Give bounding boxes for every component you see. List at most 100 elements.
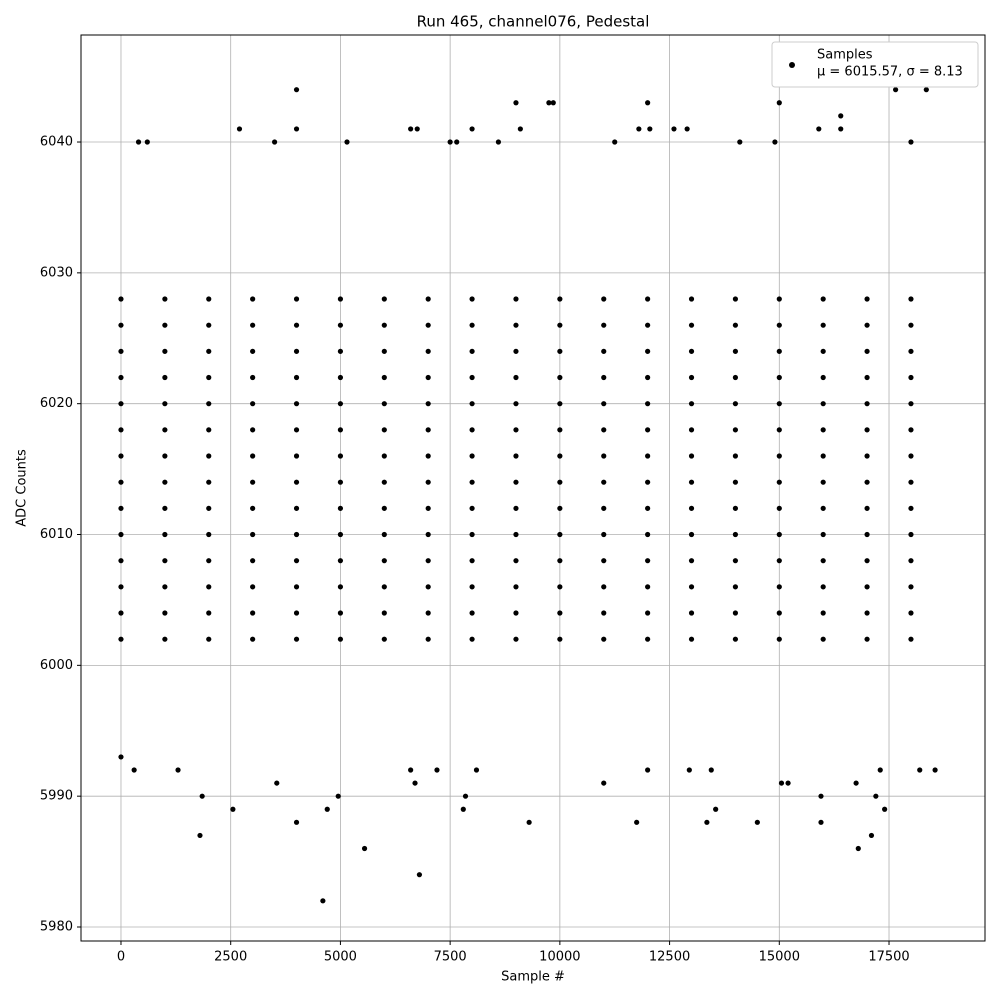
point [601, 558, 607, 564]
point [864, 374, 870, 381]
point [293, 427, 300, 433]
point [447, 139, 453, 145]
point [293, 126, 300, 132]
point [864, 296, 870, 302]
y-tick-label: 6010 [40, 527, 73, 542]
point [645, 531, 651, 538]
chart-title: Run 465, channel076, Pedestal [417, 13, 650, 31]
point [908, 427, 914, 433]
point [162, 584, 168, 590]
point [118, 610, 124, 616]
point [118, 427, 124, 433]
point [513, 531, 519, 538]
point [601, 348, 607, 354]
point [688, 584, 695, 590]
point [250, 348, 256, 354]
point [118, 479, 124, 485]
point [645, 453, 651, 459]
y-tick-label: 6000 [40, 658, 73, 673]
point [425, 636, 431, 642]
point [908, 322, 914, 328]
point [838, 113, 844, 119]
x-tick-label: 5000 [324, 950, 357, 965]
point [293, 453, 300, 459]
point [162, 374, 168, 381]
point [513, 610, 519, 616]
point [732, 531, 739, 538]
point [473, 767, 480, 773]
point [469, 374, 475, 381]
point [513, 401, 519, 407]
point [293, 401, 300, 407]
point [337, 531, 344, 538]
point [162, 610, 168, 616]
point [381, 505, 387, 511]
point [820, 505, 826, 511]
point [469, 126, 475, 132]
point [197, 832, 203, 839]
point [776, 374, 782, 381]
point [820, 453, 826, 459]
point [908, 296, 914, 302]
point [647, 126, 653, 132]
point [381, 374, 387, 381]
point [337, 636, 344, 642]
point [688, 348, 695, 354]
point [469, 636, 475, 642]
point [601, 584, 607, 590]
point [645, 348, 651, 354]
point [732, 453, 739, 459]
point [557, 453, 563, 459]
point [864, 531, 870, 538]
point [517, 126, 523, 132]
point [785, 780, 791, 786]
point [162, 427, 168, 433]
point [469, 505, 475, 511]
point [118, 322, 124, 328]
y-tick-label: 6040 [40, 135, 73, 150]
point [732, 479, 739, 485]
point [776, 610, 782, 616]
point [469, 401, 475, 407]
point [337, 374, 344, 381]
point [425, 505, 431, 511]
plot-area: 0 2500 5000 7500 10000 12500 15000 17500 5980 599… [40, 35, 985, 965]
point [684, 126, 690, 132]
point [513, 584, 519, 590]
point [162, 558, 168, 564]
point [546, 100, 552, 106]
point [144, 139, 150, 145]
point [250, 427, 256, 433]
x-tick-label: 12500 [649, 950, 690, 965]
point [293, 531, 300, 538]
point [671, 126, 677, 132]
point [135, 139, 142, 145]
point [324, 806, 330, 812]
point [688, 427, 695, 433]
point [162, 479, 168, 485]
point [908, 348, 914, 354]
point [601, 505, 607, 511]
point [557, 374, 563, 381]
point [601, 374, 607, 381]
point [381, 558, 387, 564]
point [732, 348, 739, 354]
point [908, 139, 914, 145]
point [513, 427, 519, 433]
point [408, 767, 414, 773]
point [864, 427, 870, 433]
point [908, 531, 914, 538]
point [337, 610, 344, 616]
point [713, 806, 719, 812]
point [820, 531, 826, 538]
point [737, 139, 743, 145]
point [557, 296, 563, 302]
point [118, 401, 124, 407]
point [513, 558, 519, 564]
point [688, 453, 695, 459]
point [820, 322, 826, 328]
point [337, 479, 344, 485]
point [557, 610, 563, 616]
legend-marker [789, 62, 795, 68]
y-axis-label: ADC Counts [15, 449, 30, 527]
